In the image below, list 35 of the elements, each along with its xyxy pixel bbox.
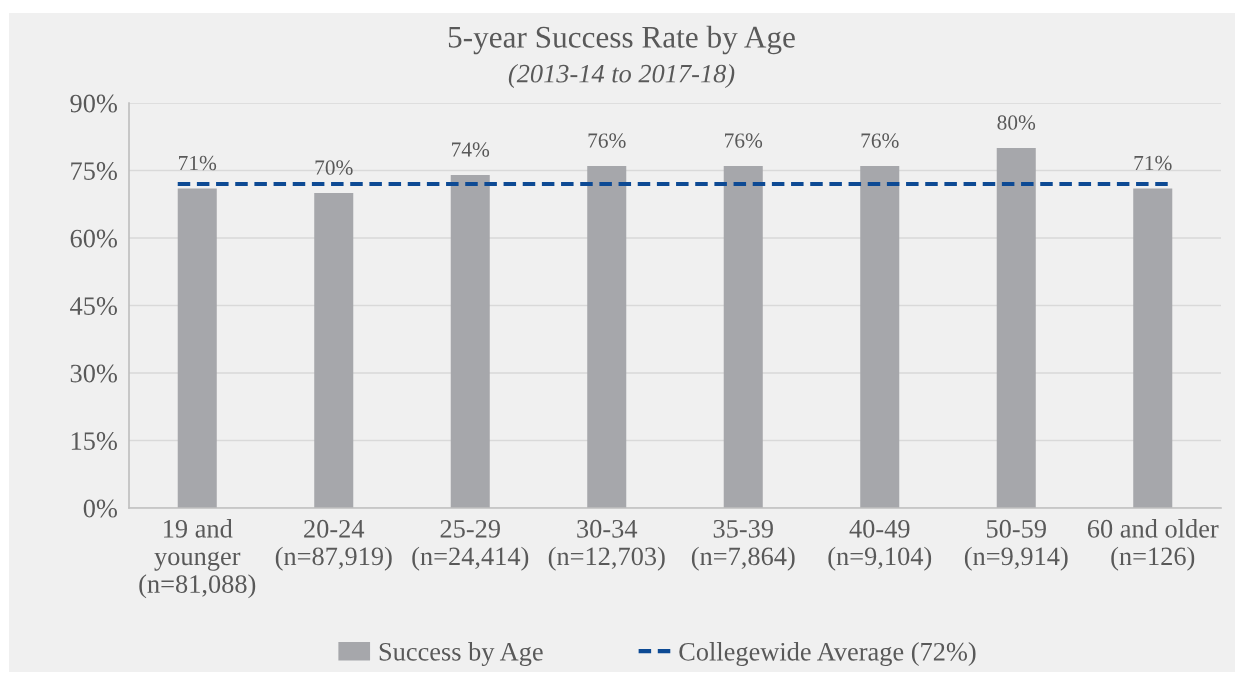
y-tick-label: 45% [70, 297, 117, 315]
data-label: 74% [452, 142, 490, 157]
x-tick-label: 60 and older (n=126) [1087, 519, 1219, 571]
x-tick-label: 40-49 (n=9,104) [828, 519, 932, 571]
data-label: 70% [315, 160, 353, 175]
bar [723, 166, 763, 508]
x-tick-label: 20-24 (n=87,919) [275, 519, 392, 571]
bar [996, 148, 1036, 508]
y-tick-label: 60% [70, 229, 117, 248]
legend-label: Success by Age [379, 642, 543, 667]
bar [314, 193, 354, 508]
data-label: 71% [179, 155, 217, 171]
y-tick-label: 0% [83, 499, 117, 518]
bar [1133, 188, 1173, 508]
y-tick-label: 30% [70, 364, 117, 383]
bar [587, 166, 627, 508]
x-tick-label: 19 and younger (n=81,088) [139, 519, 256, 599]
y-tick-label: 75% [71, 162, 117, 180]
chart-subtitle: (2013-14 to 2017-18) [508, 64, 735, 88]
x-tick-label: 25-29 (n=24,414) [412, 519, 529, 571]
bar [860, 166, 900, 508]
data-label: 76% [725, 133, 763, 148]
data-label: 71% [1134, 155, 1172, 171]
data-label: 76% [588, 133, 626, 148]
x-tick-label: 30-34 (n=12,703) [548, 519, 665, 571]
y-tick-label: 90% [70, 94, 117, 113]
x-tick-label: 35-39 (n=7,864) [691, 519, 795, 571]
bar [450, 175, 490, 508]
bar [177, 188, 217, 508]
data-label: 80% [997, 115, 1036, 130]
y-tick-label: 15% [71, 432, 117, 450]
legend-label: Collegewide Average (72%) [679, 642, 976, 667]
x-tick-label: 50-59 (n=9,914) [964, 519, 1068, 571]
chart-title: 5-year Success Rate by Age [448, 25, 795, 55]
data-label: 76% [861, 133, 899, 148]
